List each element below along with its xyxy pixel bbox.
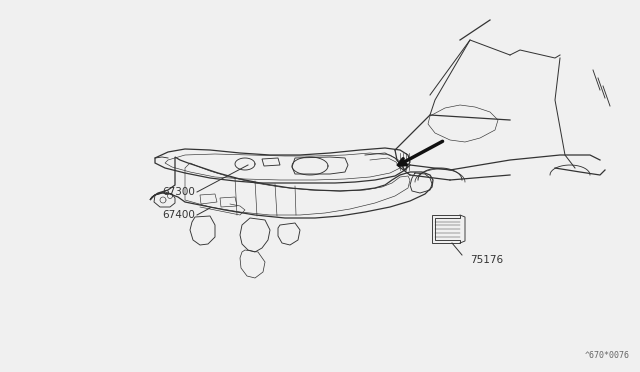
Text: 75176: 75176 xyxy=(470,255,503,265)
Text: 67400: 67400 xyxy=(162,210,195,220)
Text: ^670*0076: ^670*0076 xyxy=(585,351,630,360)
Text: 67300: 67300 xyxy=(162,187,195,197)
